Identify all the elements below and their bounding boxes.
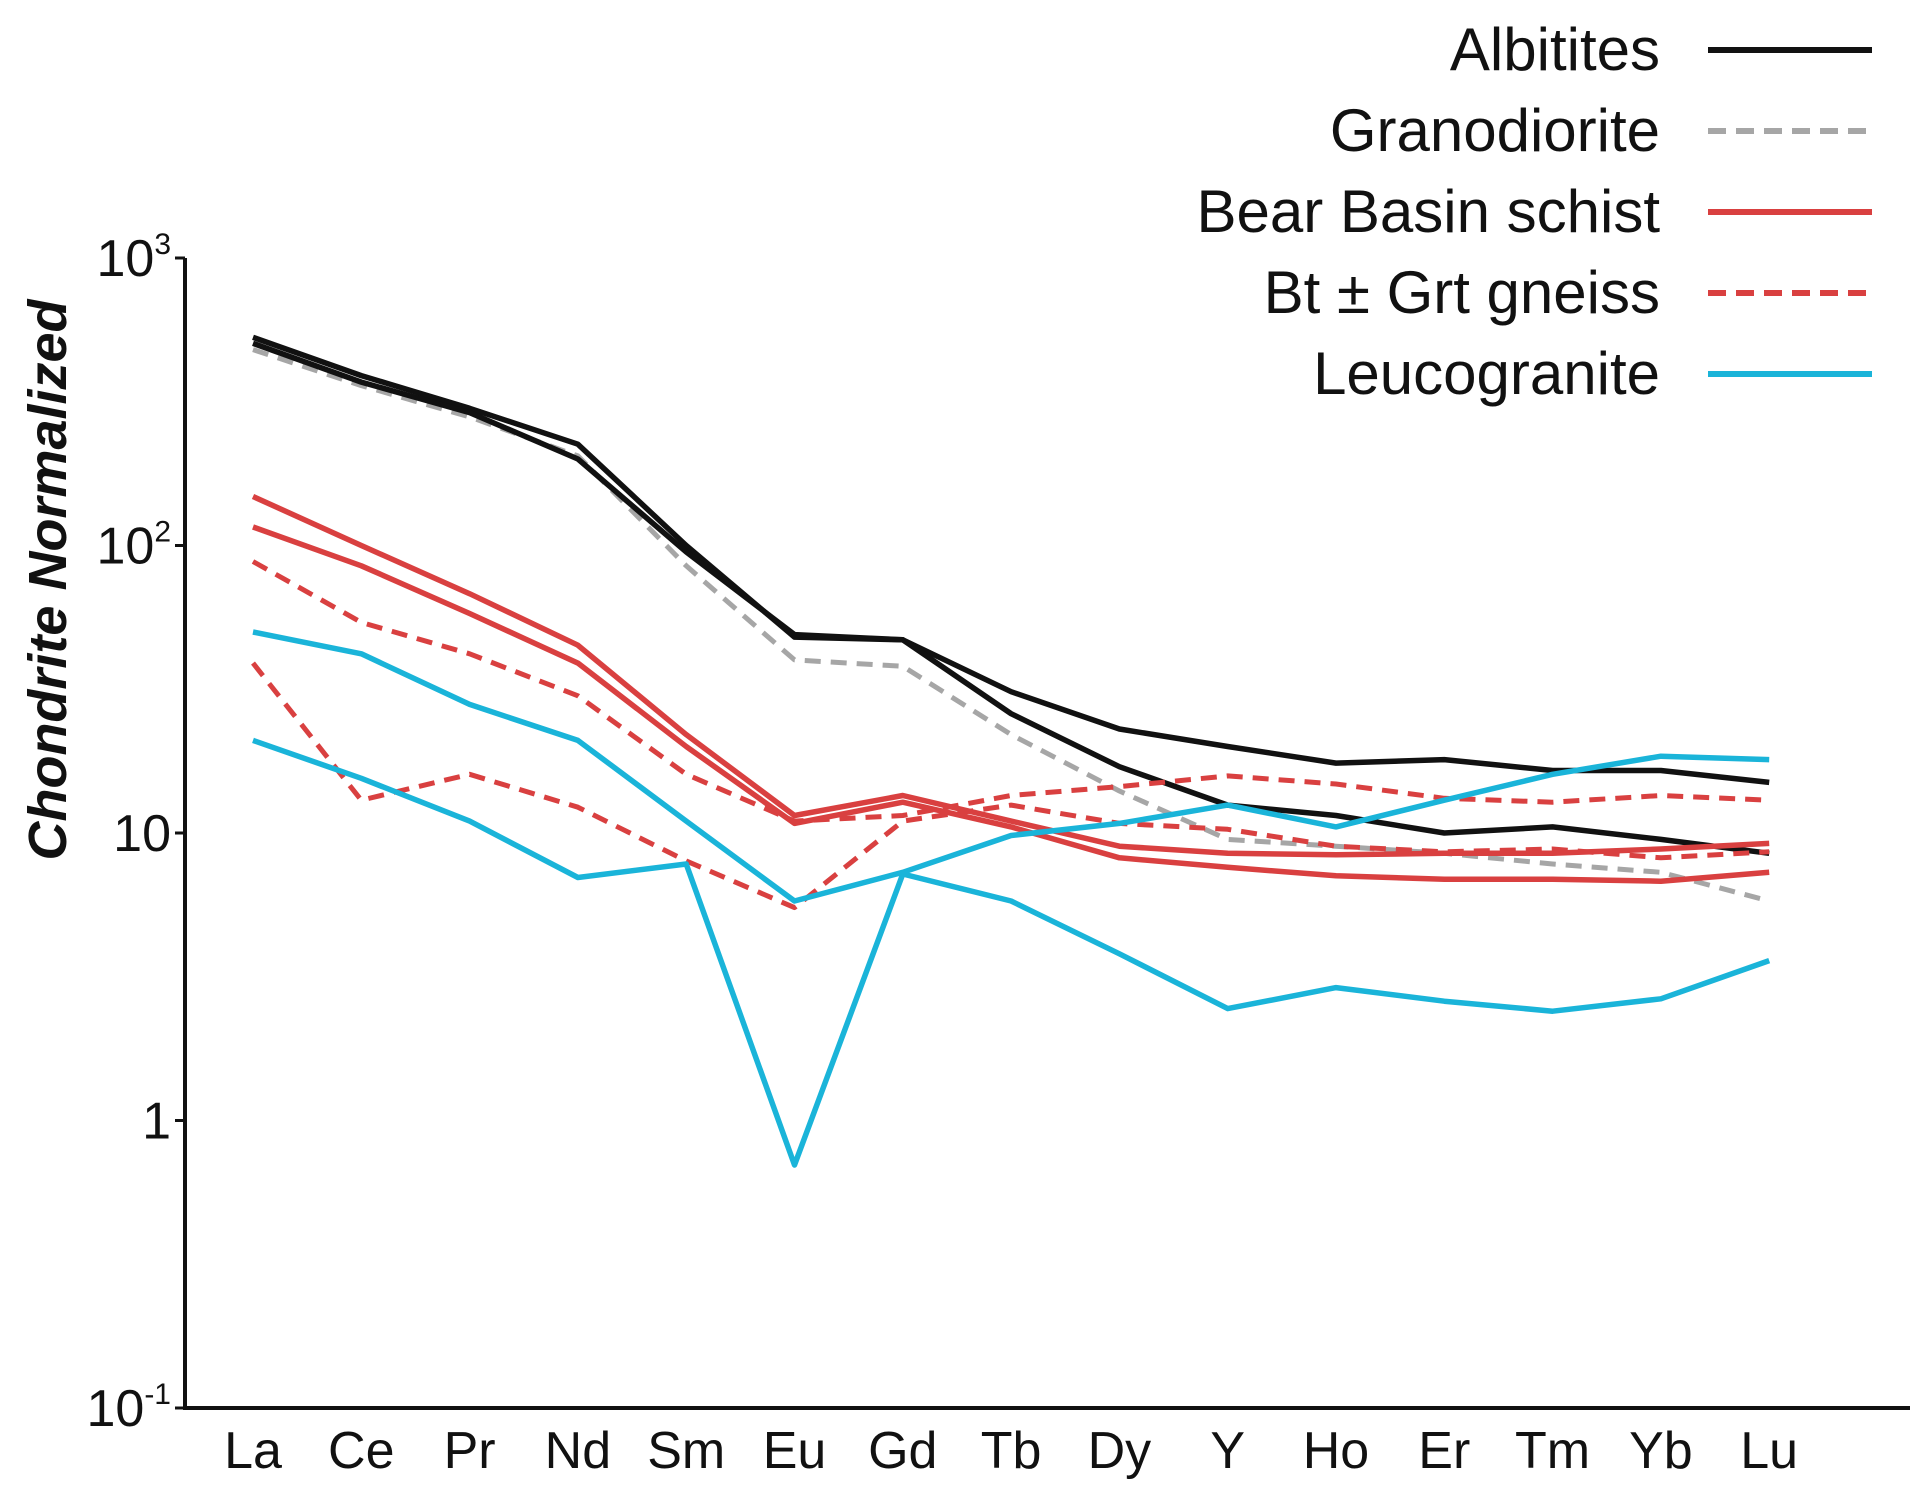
x-tick-label-tb: Tb bbox=[981, 1422, 1042, 1480]
legend-label-bear-basin-schist: Bear Basin schist bbox=[1196, 178, 1660, 245]
series-line-bear-basin-schist-3 bbox=[251, 493, 1770, 858]
x-tick-label-la: La bbox=[224, 1422, 282, 1480]
x-tick-label-nd: Nd bbox=[545, 1422, 611, 1480]
x-tick-label-tm: Tm bbox=[1515, 1422, 1590, 1480]
y-tick-label: 1 bbox=[142, 1093, 171, 1151]
x-tick-label-pr: Pr bbox=[444, 1422, 496, 1480]
series-line-bt-grt-gneiss-5 bbox=[251, 559, 1770, 824]
legend-label-granodiorite: Granodiorite bbox=[1330, 97, 1660, 164]
x-tick-label-er: Er bbox=[1418, 1422, 1470, 1480]
y-tick-label: 102 bbox=[96, 516, 171, 576]
x-tick-label-dy: Dy bbox=[1088, 1422, 1152, 1480]
x-tick-label-yb: Yb bbox=[1629, 1422, 1693, 1480]
x-tick-labels: La Ce Pr Nd Sm Eu Gd Tb Dy Y Ho Er Tm Yb Lu bbox=[224, 1422, 1798, 1480]
x-tick-label-y: Y bbox=[1210, 1422, 1245, 1480]
y-tick-label: 103 bbox=[96, 228, 171, 288]
x-tick-label-eu: Eu bbox=[763, 1422, 827, 1480]
series-line-bear-basin-schist-4 bbox=[252, 524, 1770, 884]
x-tick-label-ce: Ce bbox=[328, 1422, 394, 1480]
series-line-leucogranite-7 bbox=[252, 629, 1770, 904]
x-tick-label-ho: Ho bbox=[1303, 1422, 1369, 1480]
y-tick-label: 10-1 bbox=[86, 1378, 171, 1438]
legend: Albitites Granodiorite Bear Basin schist Bt… bbox=[1196, 16, 1872, 407]
x-tick-label-gd: Gd bbox=[868, 1422, 937, 1480]
y-tick-label: 10 bbox=[113, 805, 171, 863]
series-line-albitites-2 bbox=[252, 340, 1770, 857]
x-tick-label-lu: Lu bbox=[1740, 1422, 1798, 1480]
legend-label-bt-grt-gneiss: Bt ± Grt gneiss bbox=[1264, 259, 1660, 326]
series-lines bbox=[251, 334, 1771, 1168]
series-line-leucogranite-8 bbox=[252, 737, 1771, 1168]
series-line-bt-grt-gneiss-6 bbox=[251, 661, 1770, 911]
legend-label-albitites: Albitites bbox=[1450, 16, 1660, 83]
legend-label-leucogranite: Leucogranite bbox=[1313, 340, 1660, 407]
y-axis-label: Chondrite Normalized bbox=[18, 298, 78, 860]
series-line-albitites-1 bbox=[252, 334, 1770, 786]
x-tick-label-sm: Sm bbox=[647, 1422, 725, 1480]
